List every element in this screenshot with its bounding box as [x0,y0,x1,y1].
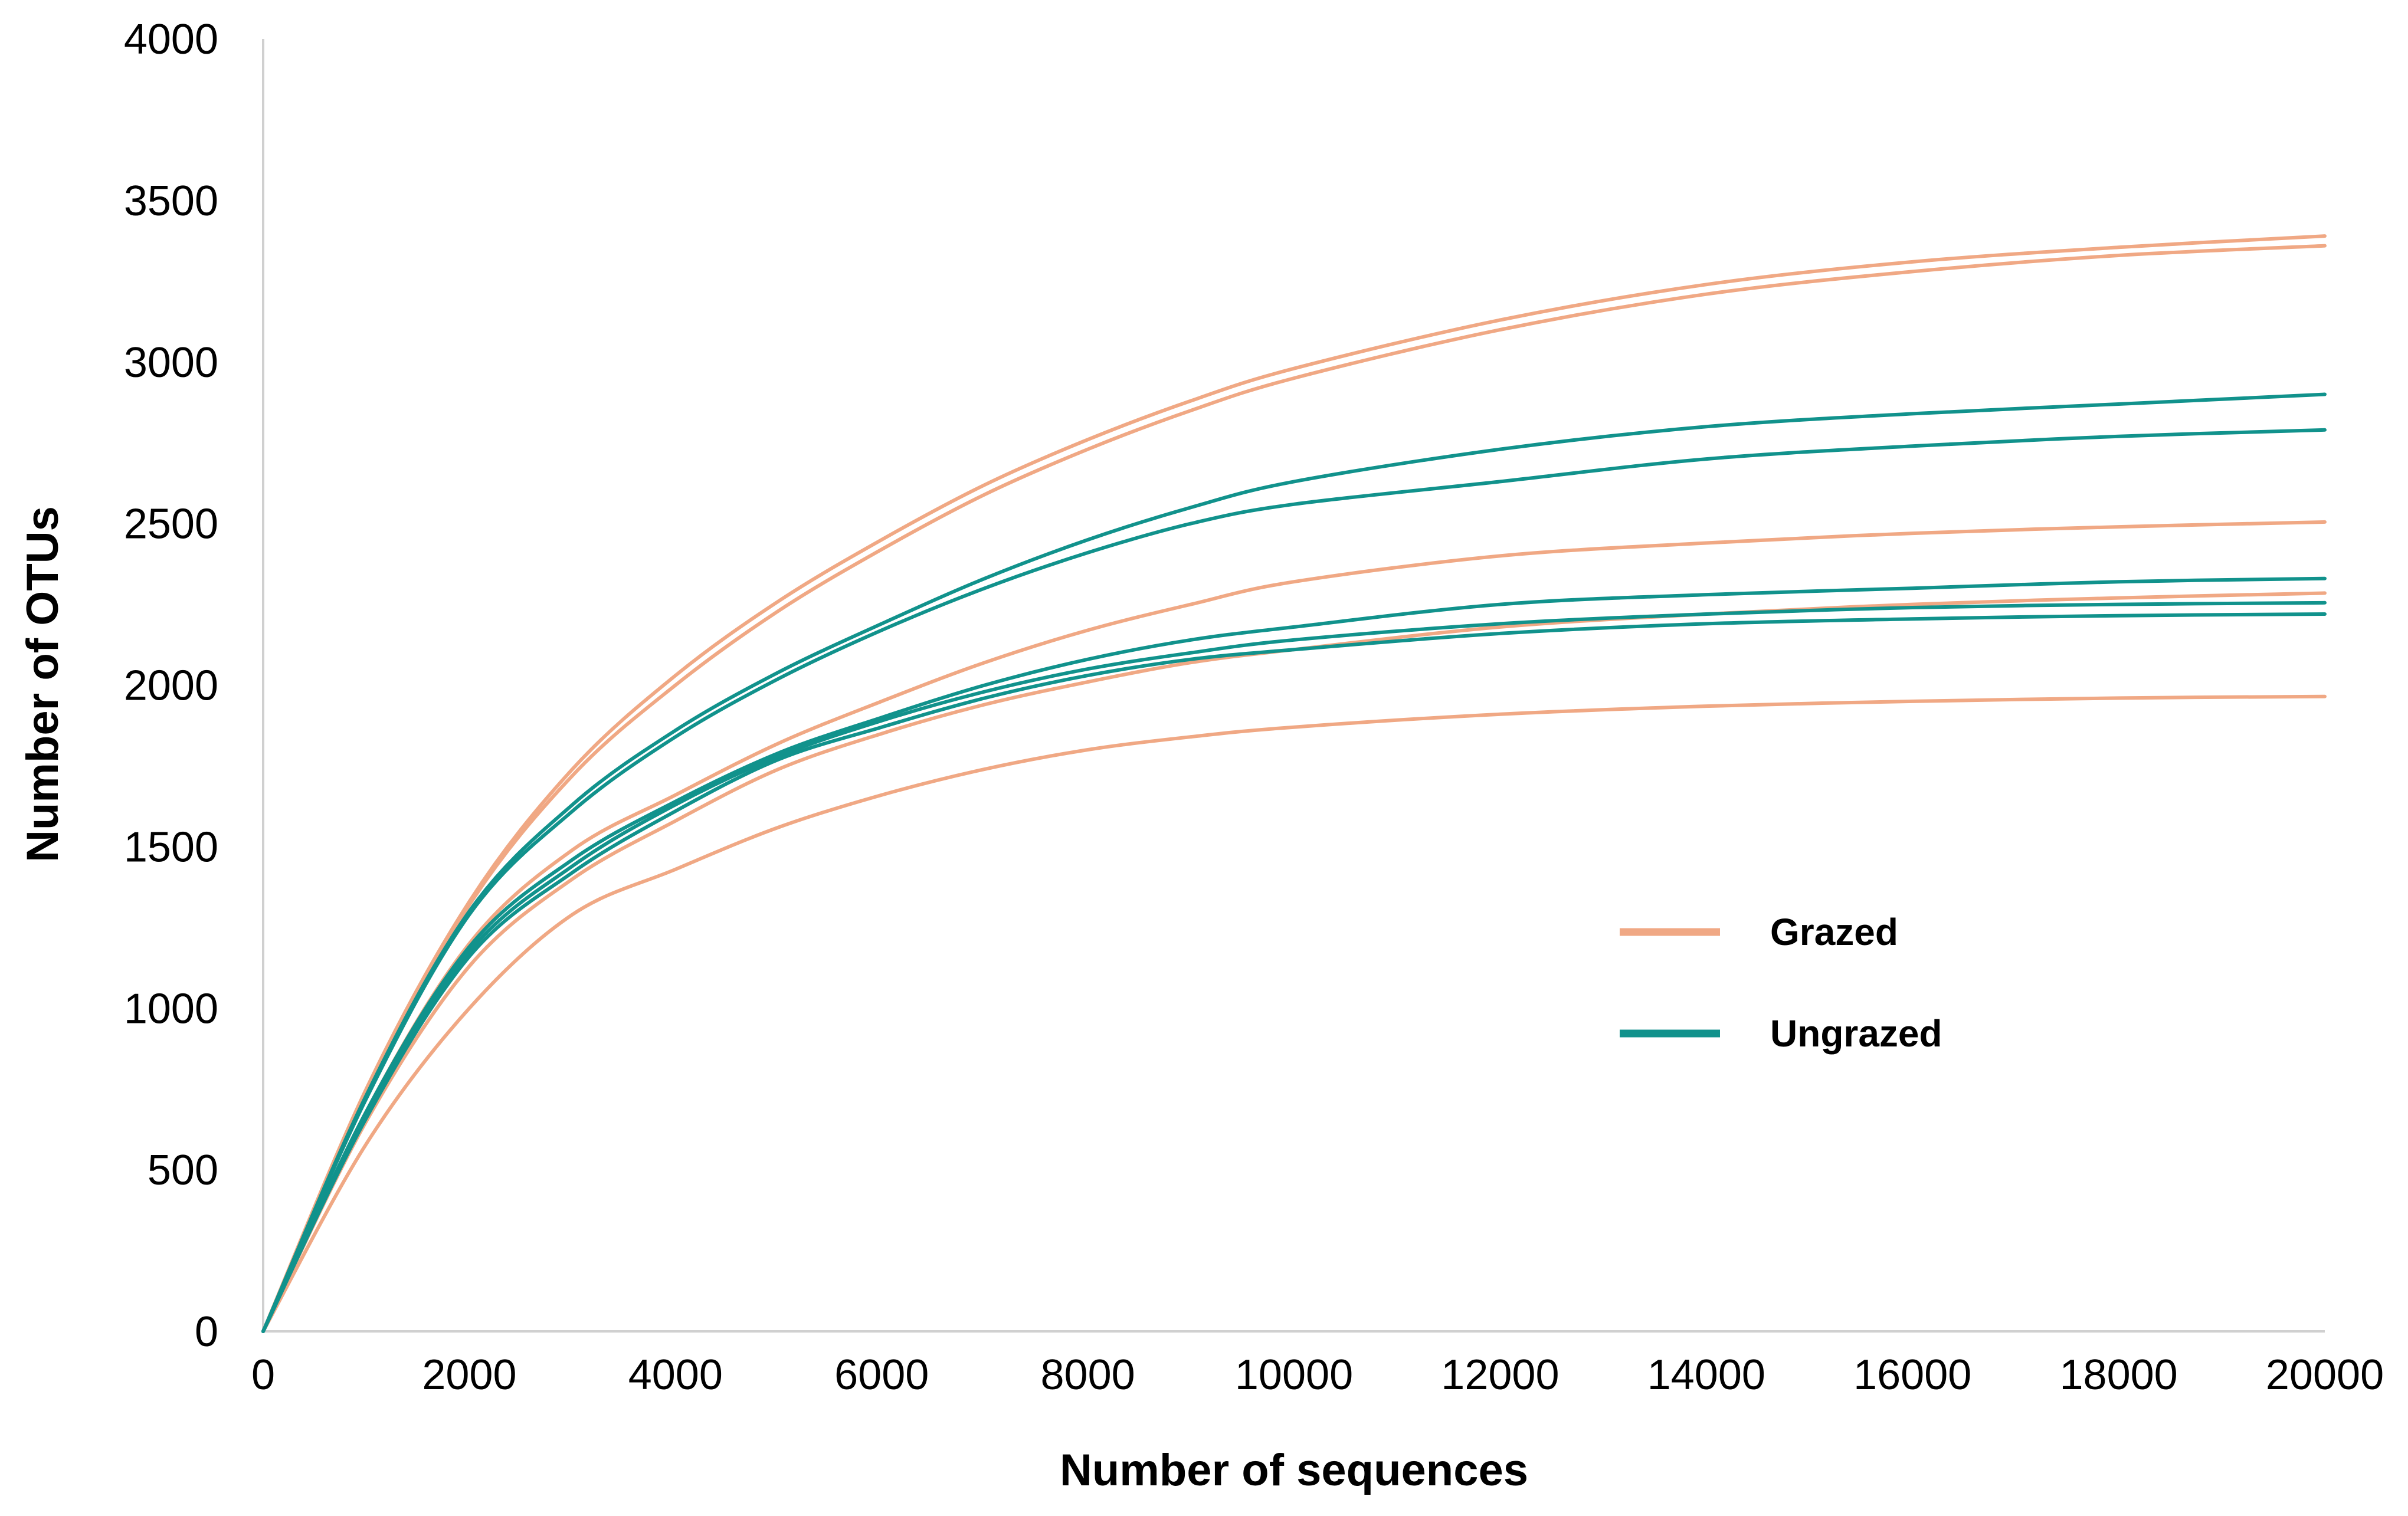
y-tick-label: 0 [195,1308,218,1356]
x-tick-label: 8000 [1041,1351,1135,1399]
x-tick-label: 18000 [2059,1351,2177,1399]
x-tick-label: 4000 [628,1351,723,1399]
y-tick-labels: 0 500 1000 1500 2000 2500 3000 3500 4000 [124,16,218,1356]
x-tick-label: 14000 [1647,1351,1765,1399]
legend-label-ungrazed: Ungrazed [1770,1012,1942,1055]
series-line-grazed-2 [261,244,2327,1333]
legend-label-grazed: Grazed [1770,911,1898,953]
x-axis-title: Number of sequences [1060,1445,1528,1495]
series-line-grazed-1 [261,234,2327,1333]
y-tick-label: 4000 [124,16,218,63]
series-line-ungrazed-8 [261,576,2327,1333]
series-line-ungrazed-9 [261,601,2327,1333]
y-tick-label: 2000 [124,662,218,710]
series-line-grazed-3 [261,520,2327,1333]
x-tick-label: 6000 [834,1351,929,1399]
series-lines [261,234,2327,1333]
y-tick-label: 1000 [124,985,218,1032]
legend: Grazed Ungrazed [1620,911,1942,1055]
series-line-ungrazed-6 [261,392,2327,1333]
y-tick-label: 2500 [124,501,218,548]
x-tick-labels: 0 2000 4000 6000 8000 10000 12000 14000 16000 180… [251,1351,2384,1399]
y-tick-label: 3500 [124,178,218,225]
x-tick-label: 16000 [1853,1351,1971,1399]
series-line-ungrazed-10 [261,612,2327,1333]
y-axis-title: Number of OTUs [18,506,68,862]
x-tick-label: 2000 [422,1351,516,1399]
x-tick-label: 12000 [1441,1351,1559,1399]
axes [262,39,2325,1333]
y-tick-label: 500 [148,1147,218,1194]
series-line-ungrazed-7 [261,428,2327,1333]
series-line-grazed-4 [261,591,2327,1333]
x-tick-label: 20000 [2266,1351,2384,1399]
x-tick-label: 10000 [1235,1351,1353,1399]
y-tick-label: 3000 [124,339,218,386]
x-tick-label: 0 [251,1351,275,1399]
y-tick-label: 1500 [124,823,218,871]
series-line-grazed-5 [261,694,2327,1333]
